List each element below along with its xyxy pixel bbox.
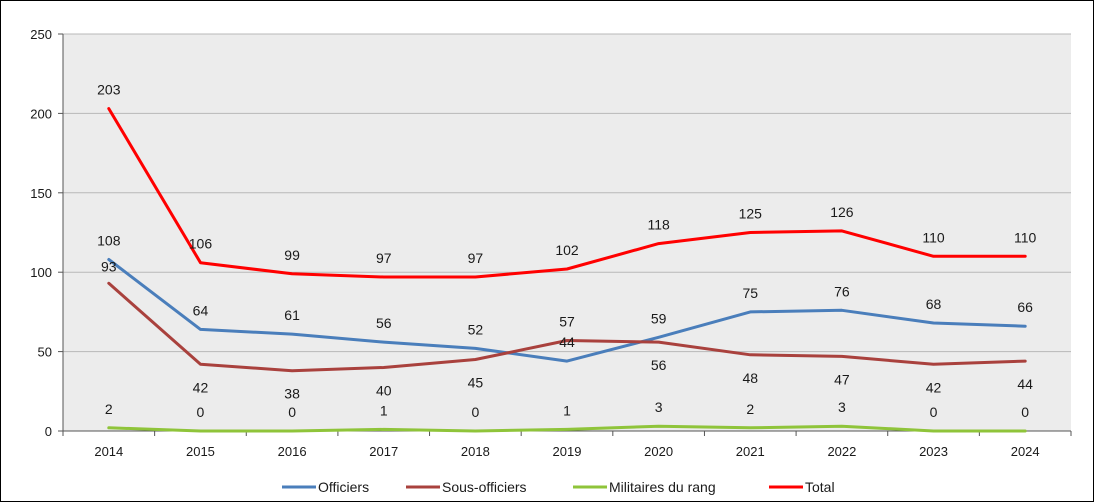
series-line-officiers	[107, 258, 1027, 363]
data-label: 61	[284, 307, 300, 323]
y-tick-label: 50	[38, 345, 52, 360]
data-label: 68	[926, 296, 942, 312]
data-label: 125	[739, 206, 763, 222]
legend-label-officiers: Officiers	[318, 479, 369, 495]
data-label: 52	[468, 321, 484, 337]
data-label: 45	[468, 375, 484, 391]
x-tick-label: 2015	[186, 444, 215, 459]
legend-label-total: Total	[805, 479, 835, 495]
legend: Officiers Sous-officiers Militaires du ran…	[282, 479, 835, 495]
data-label: 47	[834, 371, 850, 387]
data-label: 118	[647, 217, 670, 233]
series-line-total	[107, 107, 1027, 279]
y-tick-label: 150	[30, 186, 52, 201]
x-tick-label: 2017	[369, 444, 398, 459]
x-tick-label: 2019	[553, 444, 582, 459]
x-tick-label: 2022	[827, 444, 856, 459]
data-label: 44	[1017, 376, 1033, 392]
data-label: 44	[559, 334, 575, 350]
data-label: 110	[1014, 229, 1037, 245]
series-line-sous-officiers	[107, 281, 1027, 373]
data-label: 57	[559, 313, 575, 329]
data-label: 3	[655, 399, 663, 415]
data-label: 99	[284, 247, 300, 263]
gridlines	[63, 33, 1071, 353]
data-label: 0	[288, 404, 296, 420]
data-label: 75	[742, 285, 758, 301]
legend-label-militaires-du-rang: Militaires du rang	[609, 479, 716, 495]
data-label: 56	[376, 315, 392, 331]
series-line-militaires-du-rang	[107, 424, 1027, 433]
x-tick-label: 2020	[644, 444, 673, 459]
data-label: 76	[834, 283, 850, 299]
y-axis: 0 50 100 150 200 250	[30, 27, 64, 439]
x-tick-label: 2024	[1011, 444, 1040, 459]
x-tick-label: 2016	[278, 444, 307, 459]
data-label: 126	[830, 204, 854, 220]
data-label: 108	[97, 232, 121, 248]
data-label: 66	[1017, 299, 1033, 315]
y-tick-label: 250	[30, 27, 52, 42]
legend-label-sous-officiers: Sous-officiers	[442, 479, 527, 495]
plot-area	[63, 34, 1071, 431]
data-label: 97	[376, 250, 392, 266]
data-label: 56	[651, 357, 667, 373]
data-label: 42	[926, 379, 942, 395]
data-label: 59	[651, 310, 667, 326]
data-label: 93	[101, 258, 117, 274]
x-tick-label: 2018	[461, 444, 490, 459]
data-label: 48	[742, 370, 758, 386]
x-tick-label: 2023	[919, 444, 948, 459]
data-label: 102	[555, 242, 579, 258]
data-label: 0	[930, 404, 938, 420]
data-label: 0	[1021, 404, 1029, 420]
data-label: 97	[468, 250, 484, 266]
data-label: 106	[189, 236, 213, 252]
y-tick-label: 0	[45, 424, 52, 439]
data-label: 3	[838, 399, 846, 415]
data-label: 40	[376, 382, 392, 398]
data-label: 110	[922, 229, 945, 245]
data-label: 0	[197, 404, 205, 420]
y-tick-label: 100	[30, 265, 52, 280]
data-label: 1	[563, 402, 571, 418]
data-label: 2	[746, 401, 754, 417]
series-lines	[107, 107, 1027, 433]
x-tick-label: 2014	[94, 444, 123, 459]
data-label: 42	[193, 379, 209, 395]
data-label: 38	[284, 386, 300, 402]
data-label: 64	[193, 302, 209, 318]
data-label: 0	[471, 404, 479, 420]
x-tick-label: 2021	[736, 444, 765, 459]
data-label: 1	[380, 402, 388, 418]
y-tick-label: 200	[30, 106, 52, 121]
data-label: 2	[105, 401, 113, 417]
data-label: 203	[97, 82, 121, 98]
